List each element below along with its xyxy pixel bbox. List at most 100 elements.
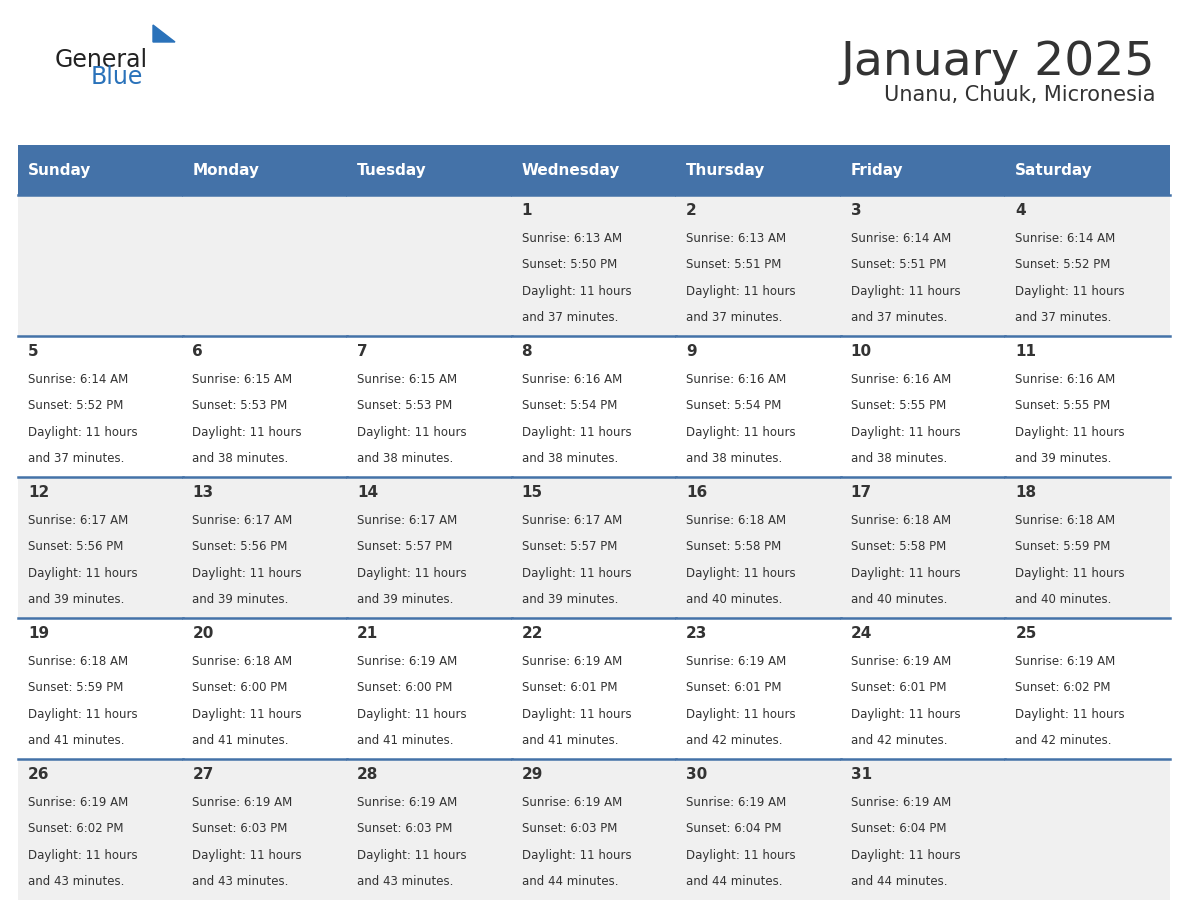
Text: Daylight: 11 hours: Daylight: 11 hours <box>851 567 960 580</box>
Text: Daylight: 11 hours: Daylight: 11 hours <box>27 709 138 722</box>
Text: Daylight: 11 hours: Daylight: 11 hours <box>192 426 302 439</box>
Text: Sunset: 5:52 PM: Sunset: 5:52 PM <box>27 399 124 412</box>
Text: Sunrise: 6:14 AM: Sunrise: 6:14 AM <box>1016 231 1116 245</box>
Text: Daylight: 11 hours: Daylight: 11 hours <box>522 567 631 580</box>
Text: 6: 6 <box>192 344 203 360</box>
Text: Sunrise: 6:19 AM: Sunrise: 6:19 AM <box>851 796 950 809</box>
Text: Wednesday: Wednesday <box>522 162 620 177</box>
Text: 24: 24 <box>851 626 872 642</box>
Text: 10: 10 <box>851 344 872 360</box>
Text: Sunrise: 6:18 AM: Sunrise: 6:18 AM <box>687 514 786 527</box>
Text: and 37 minutes.: and 37 minutes. <box>851 310 947 324</box>
Text: Sunset: 6:03 PM: Sunset: 6:03 PM <box>358 823 453 835</box>
Text: Monday: Monday <box>192 162 259 177</box>
Text: Sunset: 5:53 PM: Sunset: 5:53 PM <box>358 399 453 412</box>
Text: Sunset: 5:59 PM: Sunset: 5:59 PM <box>27 681 124 694</box>
Text: and 38 minutes.: and 38 minutes. <box>687 452 783 465</box>
Text: Sunset: 6:03 PM: Sunset: 6:03 PM <box>192 823 287 835</box>
Text: and 40 minutes.: and 40 minutes. <box>1016 593 1112 606</box>
Text: Daylight: 11 hours: Daylight: 11 hours <box>851 849 960 862</box>
Text: Daylight: 11 hours: Daylight: 11 hours <box>687 709 796 722</box>
Text: Blue: Blue <box>91 65 144 89</box>
Text: 27: 27 <box>192 767 214 782</box>
Text: Sunrise: 6:19 AM: Sunrise: 6:19 AM <box>522 796 621 809</box>
Text: Sunset: 5:54 PM: Sunset: 5:54 PM <box>522 399 617 412</box>
Text: Sunset: 6:02 PM: Sunset: 6:02 PM <box>27 823 124 835</box>
Text: 31: 31 <box>851 767 872 782</box>
Text: Sunset: 6:01 PM: Sunset: 6:01 PM <box>687 681 782 694</box>
Text: and 43 minutes.: and 43 minutes. <box>358 875 454 888</box>
Text: Sunrise: 6:19 AM: Sunrise: 6:19 AM <box>27 796 128 809</box>
Text: Sunset: 5:56 PM: Sunset: 5:56 PM <box>192 541 287 554</box>
Text: Sunrise: 6:19 AM: Sunrise: 6:19 AM <box>687 796 786 809</box>
Text: Sunrise: 6:14 AM: Sunrise: 6:14 AM <box>27 373 128 386</box>
Text: Sunset: 5:55 PM: Sunset: 5:55 PM <box>1016 399 1111 412</box>
Text: Daylight: 11 hours: Daylight: 11 hours <box>522 285 631 298</box>
Text: 30: 30 <box>687 767 707 782</box>
Text: and 41 minutes.: and 41 minutes. <box>522 733 618 746</box>
Text: Sunrise: 6:17 AM: Sunrise: 6:17 AM <box>358 514 457 527</box>
Text: Sunset: 5:57 PM: Sunset: 5:57 PM <box>358 541 453 554</box>
Text: 21: 21 <box>358 626 378 642</box>
Text: Sunset: 5:57 PM: Sunset: 5:57 PM <box>522 541 617 554</box>
Text: and 39 minutes.: and 39 minutes. <box>27 593 125 606</box>
Text: Sunrise: 6:18 AM: Sunrise: 6:18 AM <box>851 514 950 527</box>
Text: Daylight: 11 hours: Daylight: 11 hours <box>358 709 467 722</box>
Text: and 41 minutes.: and 41 minutes. <box>192 733 289 746</box>
Text: Sunset: 5:51 PM: Sunset: 5:51 PM <box>851 259 946 272</box>
Text: 16: 16 <box>687 486 707 500</box>
Text: Daylight: 11 hours: Daylight: 11 hours <box>687 426 796 439</box>
Text: and 43 minutes.: and 43 minutes. <box>27 875 125 888</box>
Text: and 41 minutes.: and 41 minutes. <box>27 733 125 746</box>
Text: Sunrise: 6:16 AM: Sunrise: 6:16 AM <box>1016 373 1116 386</box>
Text: 15: 15 <box>522 486 543 500</box>
Polygon shape <box>153 25 175 42</box>
Text: 17: 17 <box>851 486 872 500</box>
Text: Daylight: 11 hours: Daylight: 11 hours <box>27 567 138 580</box>
Text: Daylight: 11 hours: Daylight: 11 hours <box>687 567 796 580</box>
Text: Sunset: 6:00 PM: Sunset: 6:00 PM <box>192 681 287 694</box>
Text: 2: 2 <box>687 204 697 218</box>
Text: 1: 1 <box>522 204 532 218</box>
Text: Unanu, Chuuk, Micronesia: Unanu, Chuuk, Micronesia <box>884 84 1155 105</box>
Text: Sunrise: 6:18 AM: Sunrise: 6:18 AM <box>27 655 128 667</box>
Text: Sunrise: 6:17 AM: Sunrise: 6:17 AM <box>192 514 292 527</box>
Text: and 37 minutes.: and 37 minutes. <box>1016 310 1112 324</box>
Text: 11: 11 <box>1016 344 1036 360</box>
Text: 4: 4 <box>1016 204 1026 218</box>
Text: and 43 minutes.: and 43 minutes. <box>192 875 289 888</box>
Text: Sunrise: 6:19 AM: Sunrise: 6:19 AM <box>851 655 950 667</box>
Text: Sunset: 6:00 PM: Sunset: 6:00 PM <box>358 681 453 694</box>
Text: Daylight: 11 hours: Daylight: 11 hours <box>522 426 631 439</box>
Text: Sunrise: 6:19 AM: Sunrise: 6:19 AM <box>687 655 786 667</box>
Text: Sunrise: 6:18 AM: Sunrise: 6:18 AM <box>192 655 292 667</box>
Text: and 38 minutes.: and 38 minutes. <box>358 452 454 465</box>
Text: Daylight: 11 hours: Daylight: 11 hours <box>522 709 631 722</box>
Text: 13: 13 <box>192 486 214 500</box>
Text: Daylight: 11 hours: Daylight: 11 hours <box>1016 426 1125 439</box>
Text: Daylight: 11 hours: Daylight: 11 hours <box>358 426 467 439</box>
Text: Daylight: 11 hours: Daylight: 11 hours <box>687 285 796 298</box>
Text: 29: 29 <box>522 767 543 782</box>
Text: Sunrise: 6:13 AM: Sunrise: 6:13 AM <box>522 231 621 245</box>
Text: Sunset: 5:50 PM: Sunset: 5:50 PM <box>522 259 617 272</box>
Text: Daylight: 11 hours: Daylight: 11 hours <box>1016 285 1125 298</box>
Text: Sunrise: 6:13 AM: Sunrise: 6:13 AM <box>687 231 786 245</box>
Text: Daylight: 11 hours: Daylight: 11 hours <box>192 567 302 580</box>
Text: Daylight: 11 hours: Daylight: 11 hours <box>851 426 960 439</box>
Text: Daylight: 11 hours: Daylight: 11 hours <box>192 849 302 862</box>
Text: Daylight: 11 hours: Daylight: 11 hours <box>851 285 960 298</box>
Text: Tuesday: Tuesday <box>358 162 426 177</box>
Text: Sunset: 6:01 PM: Sunset: 6:01 PM <box>851 681 946 694</box>
Text: 7: 7 <box>358 344 367 360</box>
Text: Sunday: Sunday <box>27 162 91 177</box>
Text: 26: 26 <box>27 767 50 782</box>
Text: Sunset: 5:56 PM: Sunset: 5:56 PM <box>27 541 124 554</box>
Text: Sunset: 5:55 PM: Sunset: 5:55 PM <box>851 399 946 412</box>
Text: and 41 minutes.: and 41 minutes. <box>358 733 454 746</box>
Text: Sunrise: 6:15 AM: Sunrise: 6:15 AM <box>192 373 292 386</box>
Text: Sunset: 6:03 PM: Sunset: 6:03 PM <box>522 823 617 835</box>
Text: and 37 minutes.: and 37 minutes. <box>27 452 125 465</box>
Text: Sunset: 5:52 PM: Sunset: 5:52 PM <box>1016 259 1111 272</box>
Text: Daylight: 11 hours: Daylight: 11 hours <box>192 709 302 722</box>
